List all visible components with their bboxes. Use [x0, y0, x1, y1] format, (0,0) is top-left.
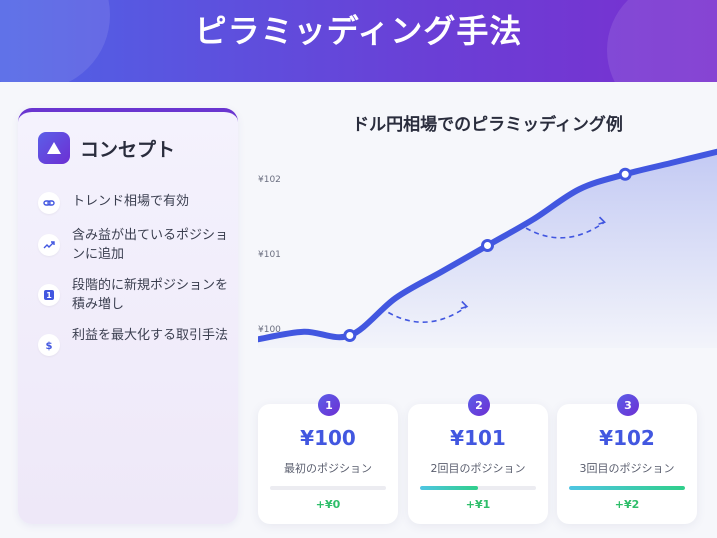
progress-fill [420, 486, 478, 490]
concept-item-text: 含み益が出ているポジションに追加 [72, 228, 229, 262]
triangle-icon [38, 132, 70, 164]
header-decoration [607, 0, 717, 82]
position-label: 2回目のポジション [430, 462, 526, 475]
position-price: ¥100 [300, 426, 356, 450]
arrow-head [460, 300, 469, 310]
concept-header: コンセプト [38, 132, 175, 164]
concept-item-text: トレンド相場で有効 [72, 194, 190, 209]
entry-point [481, 239, 494, 252]
svg-text:1: 1 [46, 291, 52, 300]
position-gain: +¥1 [465, 498, 491, 511]
trending-up-icon [38, 234, 60, 256]
progress-bar [420, 486, 536, 490]
progress-fill [569, 486, 685, 490]
step-badge: 2 [468, 394, 490, 416]
number-one-icon: 1 [38, 284, 60, 306]
position-label: 3回目のポジション [579, 462, 675, 475]
page-title: ピラミッディング手法 [194, 12, 523, 50]
position-card: 3 ¥102 3回目のポジション +¥2 [557, 394, 697, 524]
dollar-icon: $ [38, 334, 60, 356]
concept-item: 含み益が出ているポジションに追加 [38, 226, 228, 264]
link-icon [38, 192, 60, 214]
chart-title: ドル円相場でのピラミッディング例 [352, 115, 623, 135]
position-card: 1 ¥100 最初のポジション +¥0 [258, 394, 398, 524]
entry-point [343, 329, 357, 342]
position-gain: +¥2 [614, 498, 640, 511]
y-tick-label: ¥102 [258, 175, 281, 185]
concept-item: 1 段階的に新規ポジションを積み増し [38, 276, 228, 314]
page-header: ピラミッディング手法 [0, 0, 717, 82]
arrow-head [598, 216, 607, 225]
entry-point [618, 167, 632, 181]
y-tick-label: ¥101 [258, 250, 281, 260]
concept-item-text: 段階的に新規ポジションを積み増し [72, 278, 229, 312]
progress-bar [270, 486, 386, 490]
svg-text:$: $ [46, 341, 53, 351]
position-price: ¥102 [599, 426, 655, 450]
position-gain: +¥0 [315, 498, 341, 511]
price-chart: ¥102 ¥101 ¥100 [258, 148, 717, 348]
concept-item: トレンド相場で有効 [38, 192, 228, 214]
progress-bar [569, 486, 685, 490]
dashed-arrow [387, 305, 468, 323]
concept-item-text: 利益を最大化する取引手法 [72, 328, 229, 343]
concept-panel: コンセプト トレンド相場で有効 含み益が出ているポジションに追加 1 段階的に新… [18, 108, 238, 524]
concept-item: $ 利益を最大化する取引手法 [38, 326, 228, 356]
step-badge: 1 [318, 394, 340, 416]
position-card: 2 ¥101 2回目のポジション +¥1 [408, 394, 548, 524]
dashed-arrow [525, 221, 606, 239]
step-badge: 3 [617, 394, 639, 416]
position-price: ¥101 [450, 426, 506, 450]
y-tick-label: ¥100 [258, 325, 281, 335]
position-label: 最初のポジション [284, 462, 372, 475]
concept-title: コンセプト [80, 138, 176, 161]
